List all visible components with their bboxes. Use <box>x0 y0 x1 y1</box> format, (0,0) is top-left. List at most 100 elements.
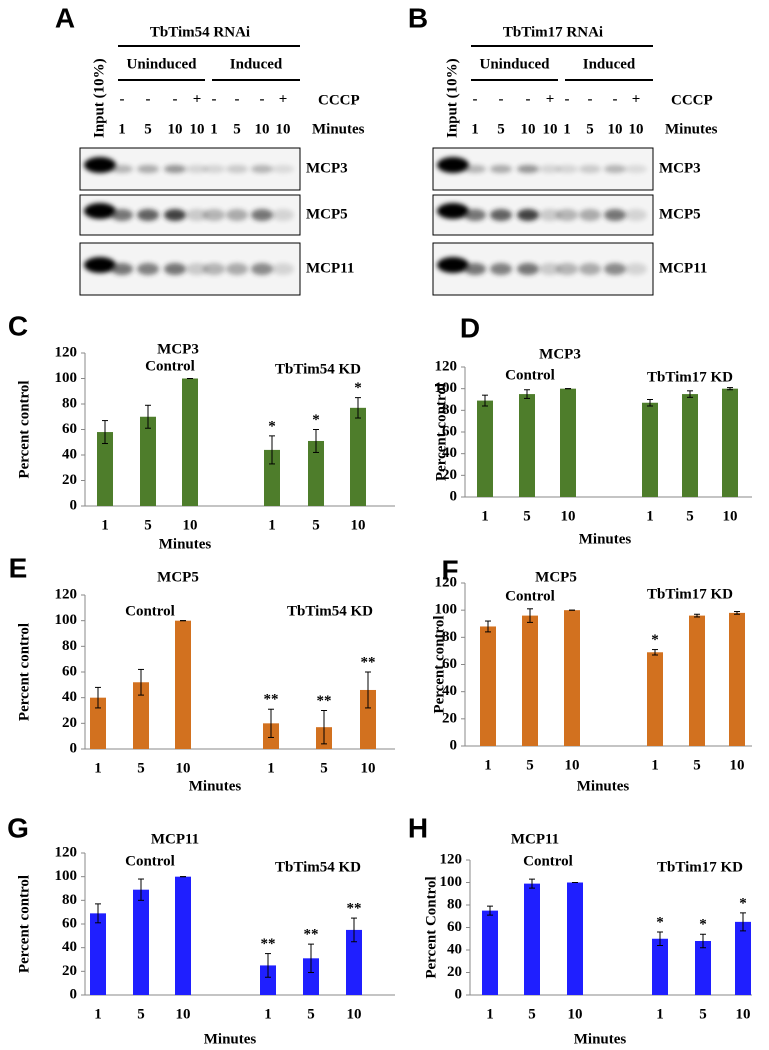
cccp-sign: + <box>632 91 641 107</box>
bar <box>346 929 362 995</box>
bar <box>303 958 319 995</box>
y-tick-label: 60 <box>442 656 457 672</box>
bar <box>519 394 535 497</box>
band <box>556 263 578 275</box>
x-tick-label: 1 <box>646 508 654 524</box>
x-tick-label: 1 <box>94 760 102 776</box>
bar <box>360 689 376 749</box>
x-axis-label: Minutes <box>574 1031 627 1047</box>
band <box>490 263 512 275</box>
x-tick-label: 1 <box>264 1006 272 1022</box>
bar <box>90 697 106 749</box>
panel-letter: F <box>441 554 458 585</box>
lane-minutes: 10 <box>629 121 644 137</box>
group-label: Induced <box>583 56 636 72</box>
y-tick-label: 120 <box>55 586 78 602</box>
y-tick-label: 40 <box>62 689 77 705</box>
bar <box>560 388 576 497</box>
y-axis-label: Percent control <box>16 623 32 721</box>
bar <box>133 682 149 749</box>
group-label: Uninduced <box>479 56 550 72</box>
significance: ** <box>304 927 319 943</box>
significance: * <box>312 412 320 428</box>
x-axis-label: Minutes <box>577 778 630 794</box>
lane-minutes: 5 <box>497 121 505 137</box>
group-label: TbTim17 KD <box>647 369 733 385</box>
band <box>539 209 561 221</box>
x-tick-label: 1 <box>651 757 659 773</box>
x-tick-label: 1 <box>267 760 275 776</box>
lane-minutes: 10 <box>608 121 623 137</box>
lane-minutes: 5 <box>586 121 594 137</box>
y-axis-label: Percent control <box>431 615 447 713</box>
cccp-sign: + <box>279 91 288 107</box>
y-axis-label: Percent Control <box>423 876 439 978</box>
band <box>137 263 159 275</box>
band <box>437 257 469 273</box>
bar <box>182 378 198 506</box>
x-tick-label: 10 <box>347 1006 362 1022</box>
band <box>539 165 561 173</box>
group-label: Control <box>505 588 555 604</box>
y-axis-label: Percent control <box>16 875 32 973</box>
x-tick-label: 10 <box>736 1006 751 1022</box>
x-axis-label: Minutes <box>159 536 212 552</box>
y-tick-label: 20 <box>62 963 77 979</box>
band <box>203 209 225 221</box>
bar <box>482 910 498 995</box>
group-label: TbTim17 KD <box>647 586 733 602</box>
cccp-sign: - <box>212 91 217 107</box>
x-tick-label: 5 <box>137 1006 145 1022</box>
band <box>272 263 294 275</box>
band <box>84 257 116 273</box>
y-tick-label: 20 <box>442 467 457 483</box>
chart-title: MCP5 <box>157 569 199 585</box>
bar <box>524 883 540 995</box>
lane-minutes: 10 <box>543 121 558 137</box>
x-tick-label: 5 <box>307 1006 315 1022</box>
x-tick-label: 10 <box>730 757 745 773</box>
blot-row-label: MCP11 <box>659 260 707 276</box>
significance: ** <box>347 901 362 917</box>
bar <box>722 388 738 497</box>
y-tick-label: 100 <box>435 602 458 618</box>
group-label: Control <box>523 853 573 869</box>
band <box>625 263 647 275</box>
group-label: TbTim54 KD <box>275 361 361 377</box>
band <box>437 203 469 219</box>
x-tick-label: 1 <box>486 1006 494 1022</box>
blot-row-label: MCP5 <box>659 206 701 222</box>
band <box>251 209 273 221</box>
group-label: Control <box>125 853 175 869</box>
y-tick-label: 100 <box>55 612 78 628</box>
x-tick-label: 1 <box>481 508 489 524</box>
x-tick-label: 5 <box>312 517 320 533</box>
band <box>437 157 469 173</box>
cccp-sign: + <box>546 91 555 107</box>
bar <box>350 407 366 506</box>
cccp-sign: - <box>260 91 265 107</box>
band <box>464 263 486 275</box>
group-label: Control <box>145 358 195 374</box>
y-axis-label: Percent control <box>16 380 32 478</box>
bar <box>567 882 583 995</box>
x-tick-label: 1 <box>268 517 276 533</box>
panel-letter: B <box>408 2 428 33</box>
y-tick-label: 120 <box>55 344 78 360</box>
band <box>111 263 133 275</box>
band <box>604 263 626 275</box>
band <box>272 165 294 173</box>
y-tick-label: 40 <box>62 939 77 955</box>
band <box>226 263 248 275</box>
cccp-sign: - <box>120 91 125 107</box>
panel-letter: D <box>460 312 480 343</box>
y-tick-label: 80 <box>442 402 457 418</box>
x-tick-label: 5 <box>144 517 152 533</box>
lane-minutes: 1 <box>563 121 571 137</box>
y-tick-label: 80 <box>442 629 457 645</box>
x-tick-label: 10 <box>176 1006 191 1022</box>
cccp-sign: - <box>146 91 151 107</box>
lane-minutes: 5 <box>144 121 152 137</box>
bar <box>564 610 580 746</box>
x-tick-label: 5 <box>526 757 534 773</box>
